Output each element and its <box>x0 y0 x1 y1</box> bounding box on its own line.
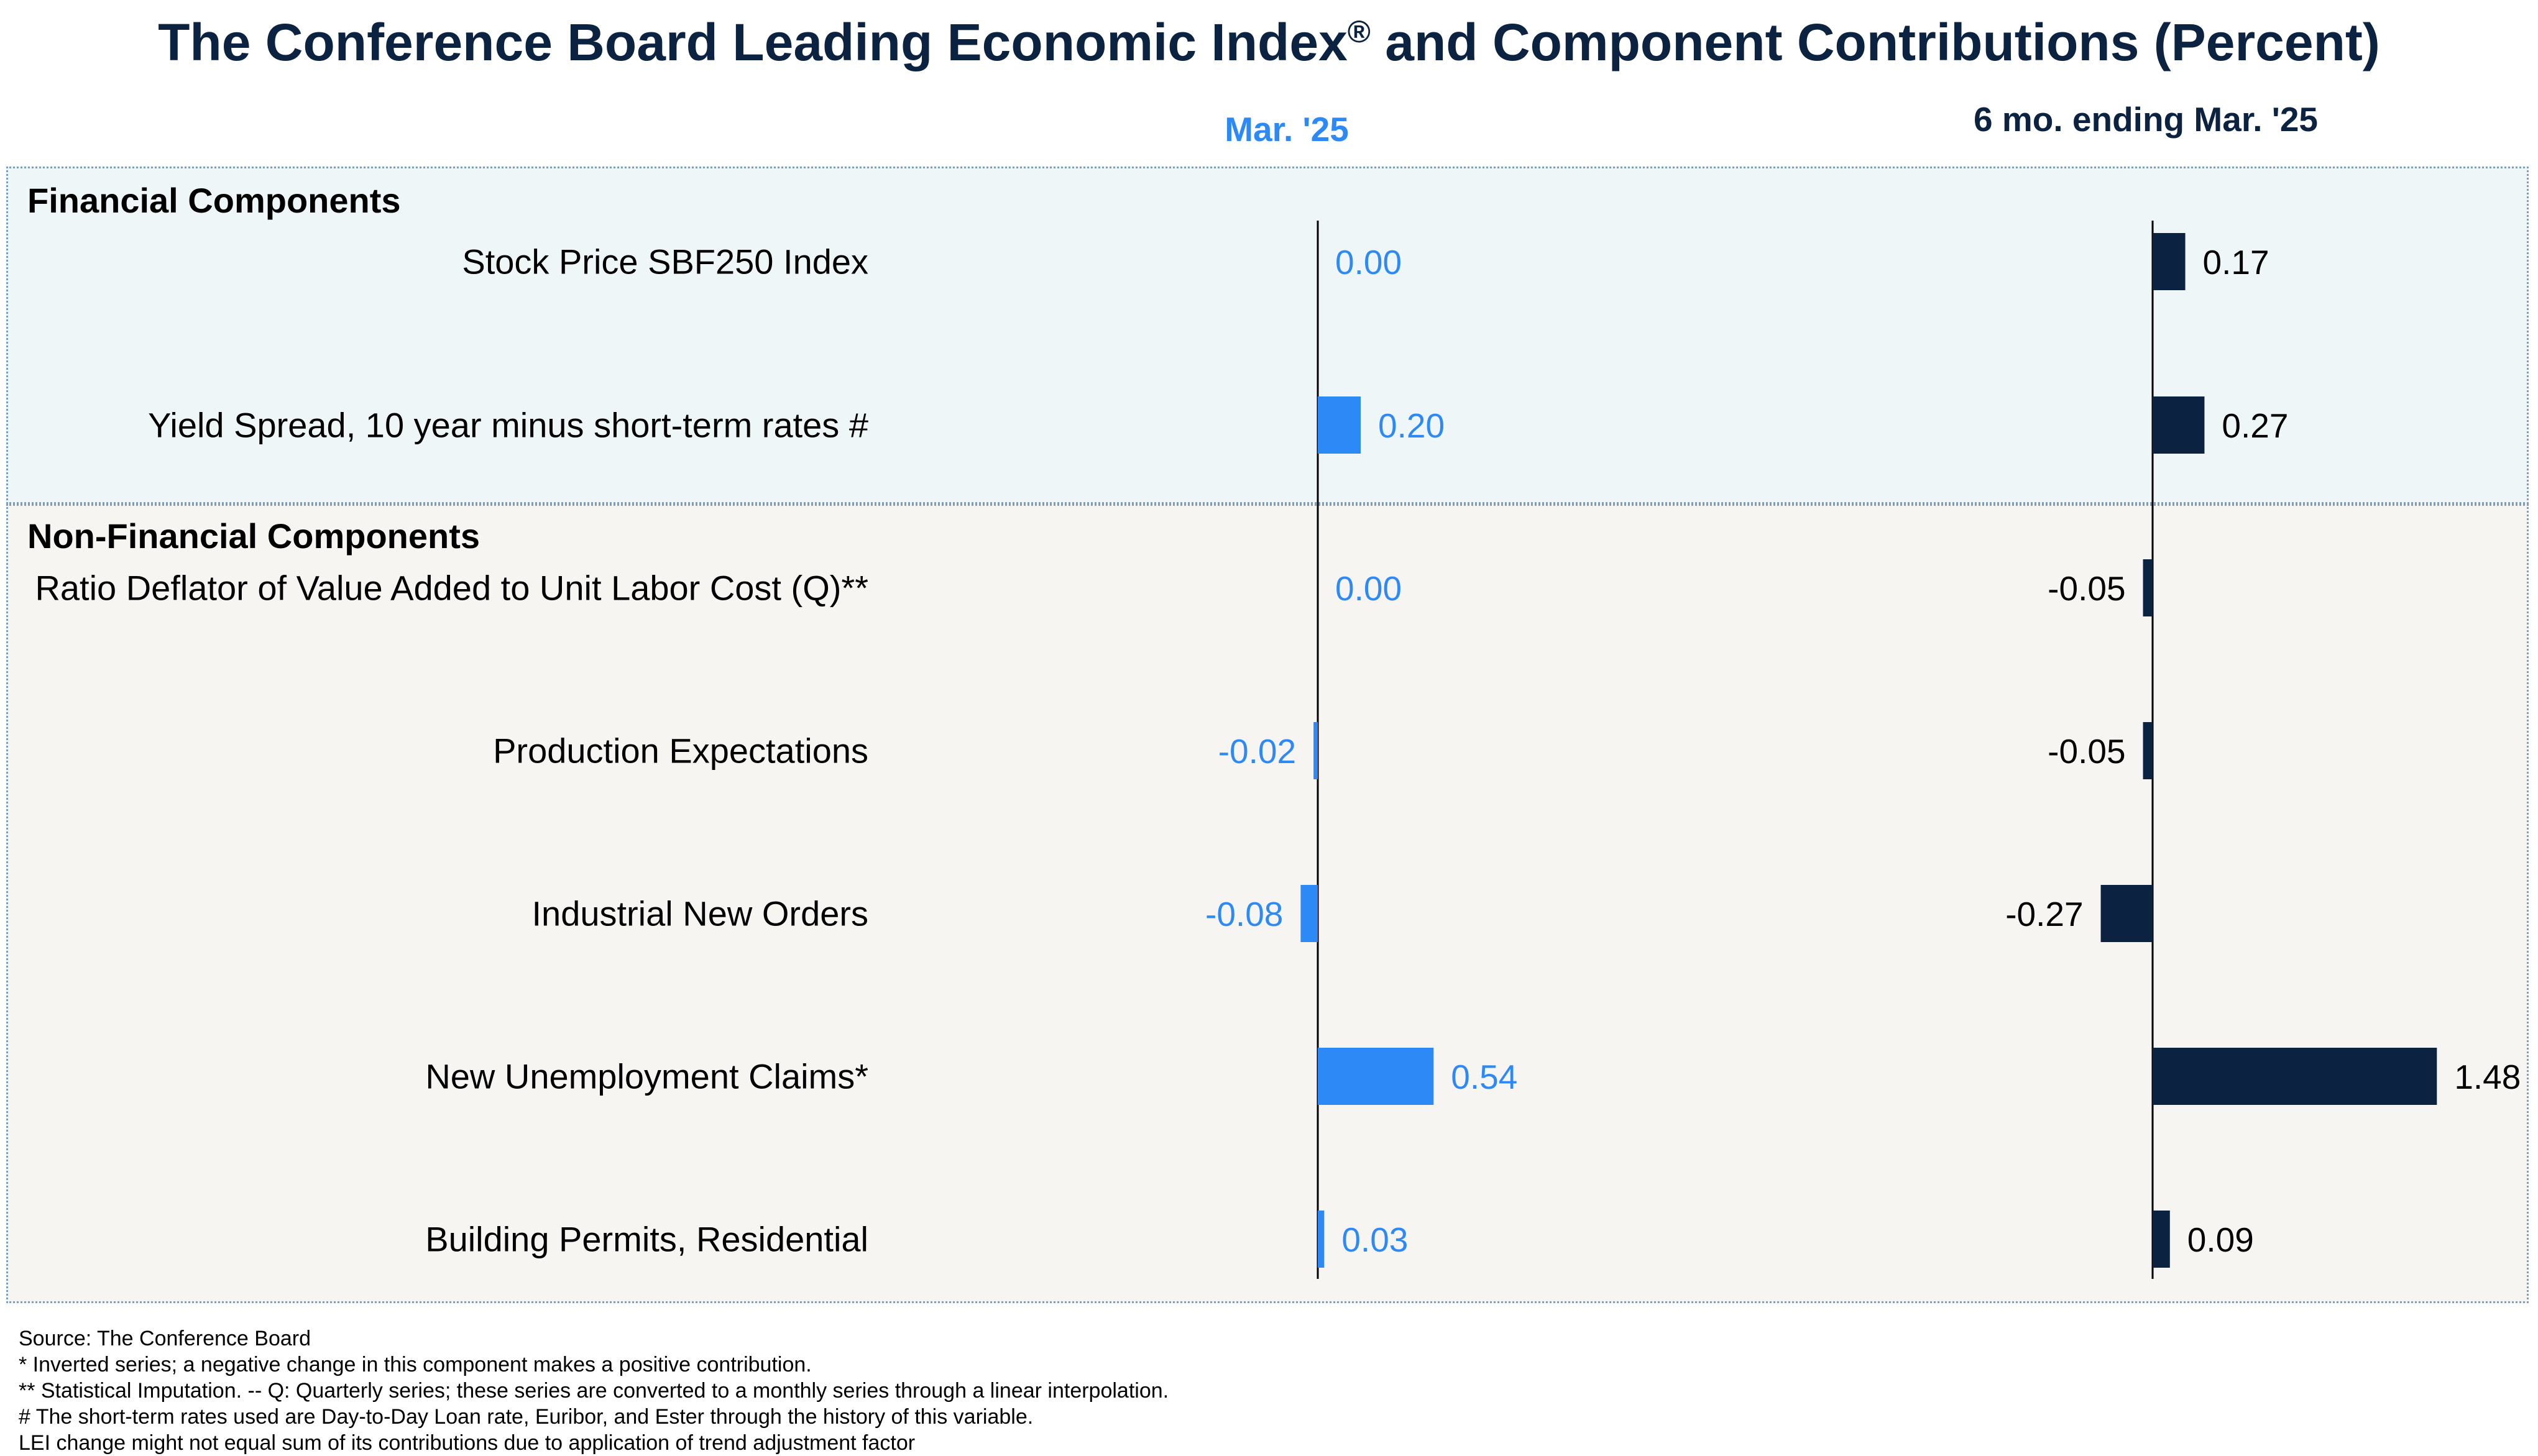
non-financial-section-label: Non-Financial Components <box>27 516 480 556</box>
category-label: Industrial New Orders <box>531 894 868 933</box>
six-month-bar <box>2153 1211 2170 1268</box>
monthly-value-label: 0.00 <box>1335 243 1402 282</box>
six-month-bar <box>2100 885 2153 942</box>
six-month-value-label: 0.17 <box>2203 243 2269 282</box>
category-label: Production Expectations <box>493 731 868 771</box>
monthly-value-label: 0.00 <box>1335 569 1402 608</box>
six-month-value-label: 1.48 <box>2454 1058 2521 1096</box>
monthly-value-label: 0.54 <box>1451 1058 1517 1096</box>
six-month-value-label: -0.05 <box>2048 569 2125 608</box>
category-label: Building Permits, Residential <box>425 1219 868 1259</box>
six-month-bar <box>2153 1048 2437 1105</box>
monthly-value-label: -0.02 <box>1218 732 1296 771</box>
category-label: New Unemployment Claims* <box>425 1056 868 1096</box>
six-month-bar <box>2153 233 2186 290</box>
footnote-source: Source: The Conference Board <box>19 1327 311 1350</box>
footnote-imputation: ** Statistical Imputation. -- Q: Quarter… <box>19 1379 1169 1403</box>
six-month-value-label: -0.27 <box>2005 895 2083 933</box>
monthly-value-label: 0.20 <box>1378 406 1445 445</box>
six-month-value-label: 0.09 <box>2187 1220 2254 1259</box>
monthly-value-label: 0.03 <box>1341 1220 1408 1259</box>
six-month-bar <box>2143 559 2153 616</box>
financial-components-panel <box>6 167 2529 504</box>
monthly-bar <box>1318 1048 1434 1105</box>
six-month-column-header: 6 mo. ending Mar. '25 <box>1973 100 2319 139</box>
footnotes: Source: The Conference Board * Inverted … <box>19 1326 1169 1456</box>
monthly-bar <box>1300 885 1318 942</box>
monthly-value-label: -0.08 <box>1205 895 1283 933</box>
chart-title: The Conference Board Leading Economic In… <box>158 13 2380 71</box>
financial-section-label: Financial Components <box>27 181 401 220</box>
monthly-bar <box>1313 722 1318 779</box>
category-label: Yield Spread, 10 year minus short-term r… <box>148 405 868 445</box>
six-month-value-label: 0.27 <box>2222 406 2288 445</box>
footnote-trend-adjustment: LEI change might not equal sum of its co… <box>19 1431 916 1455</box>
monthly-bar <box>1318 1211 1325 1268</box>
monthly-column-header: Mar. '25 <box>1225 110 1349 149</box>
six-month-bar <box>2143 722 2153 779</box>
six-month-bar <box>2153 396 2205 454</box>
six-month-value-label: -0.05 <box>2048 732 2125 771</box>
monthly-bar <box>1318 396 1361 454</box>
category-label: Ratio Deflator of Value Added to Unit La… <box>35 568 868 608</box>
footnote-inverted: * Inverted series; a negative change in … <box>19 1353 812 1376</box>
footnote-short-term-rates: # The short-term rates used are Day-to-D… <box>19 1405 1034 1429</box>
category-label: Stock Price SBF250 Index <box>462 242 868 282</box>
